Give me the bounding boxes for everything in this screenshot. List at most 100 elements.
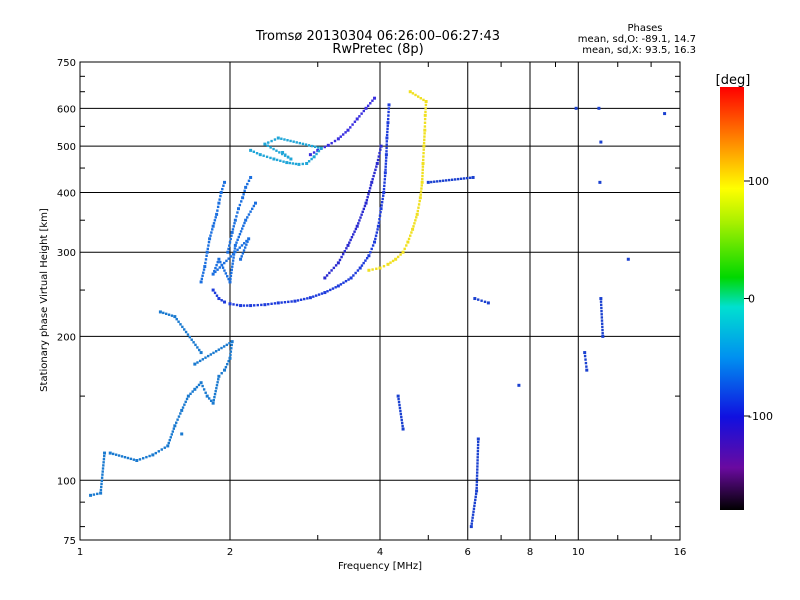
data-point: [362, 207, 366, 211]
data-point: [312, 295, 315, 298]
data-point: [421, 165, 425, 168]
data-point: [414, 219, 417, 222]
data-point: [249, 210, 252, 213]
data-point: [224, 272, 228, 275]
data-point: [475, 483, 478, 487]
data-point: [163, 446, 166, 449]
colorbar-label: [deg]: [716, 73, 751, 88]
data-point: [474, 498, 477, 502]
data-point: [380, 201, 384, 204]
data-point: [376, 158, 380, 162]
data-point: [200, 277, 204, 281]
data-point: [230, 234, 233, 237]
data-point: [380, 204, 383, 207]
data-point: [279, 159, 282, 162]
data-point: [416, 95, 420, 98]
data-point: [215, 294, 219, 297]
data-point: [330, 141, 333, 145]
data-point: [229, 353, 232, 357]
data-point: [231, 262, 234, 265]
data-point: [517, 383, 521, 387]
data-point: [350, 235, 354, 239]
data-point: [601, 334, 605, 338]
data-point: [205, 254, 208, 257]
data-point: [584, 358, 587, 361]
data-point: [280, 301, 283, 304]
data-point: [385, 146, 388, 150]
data-point: [422, 144, 426, 148]
data-point: [385, 136, 389, 140]
data-point: [307, 144, 311, 147]
data-point: [179, 412, 182, 415]
data-point: [331, 287, 335, 290]
data-point: [401, 427, 405, 431]
data-point: [230, 340, 234, 344]
data-point: [214, 390, 217, 393]
data-point: [424, 110, 427, 114]
data-point: [477, 440, 480, 444]
data-point: [306, 297, 309, 300]
data-point: [184, 400, 187, 404]
data-point: [433, 180, 436, 183]
data-point: [384, 165, 387, 168]
data-point: [339, 283, 343, 286]
data-point: [211, 288, 215, 292]
data-point: [191, 390, 194, 393]
data-point: [420, 184, 423, 187]
data-point: [357, 222, 360, 225]
data-point: [474, 495, 477, 499]
data-point: [222, 184, 225, 187]
colorbar-tick-label: -100: [748, 410, 773, 423]
data-point: [376, 224, 380, 228]
data-point: [229, 277, 232, 281]
data-point: [354, 271, 357, 275]
data-point: [476, 468, 479, 471]
data-point: [220, 299, 223, 302]
data-point: [600, 309, 603, 313]
data-point: [232, 256, 235, 259]
data-point: [185, 397, 189, 401]
data-point: [345, 247, 348, 250]
data-point: [471, 175, 475, 179]
data-point: [585, 368, 589, 372]
data-point: [226, 362, 229, 366]
data-point: [262, 154, 265, 157]
data-point: [599, 303, 603, 307]
data-point: [459, 177, 463, 180]
data-point: [475, 477, 479, 480]
data-point: [180, 408, 184, 412]
phase-info-o: mean, sd,O: -89.1, 14.7: [578, 34, 696, 45]
data-point: [347, 278, 350, 281]
data-point: [382, 187, 386, 191]
data-point: [235, 303, 239, 307]
data-point: [351, 123, 354, 126]
data-point: [213, 291, 217, 295]
data-point: [228, 280, 232, 284]
data-point: [249, 175, 253, 179]
data-point: [407, 237, 411, 241]
data-point: [476, 456, 479, 459]
data-point: [242, 304, 246, 307]
data-point: [252, 304, 256, 307]
data-point: [238, 246, 241, 249]
data-point: [369, 102, 372, 105]
data-point: [148, 454, 151, 458]
data-point: [359, 216, 362, 219]
data-point: [473, 504, 476, 507]
data-point: [211, 272, 215, 276]
data-point: [341, 133, 345, 136]
data-point: [382, 190, 386, 194]
data-point: [230, 271, 233, 274]
data-point: [319, 146, 323, 150]
data-point: [170, 433, 173, 436]
data-point: [245, 239, 248, 243]
data-point: [231, 259, 235, 262]
data-point: [238, 233, 242, 236]
data-point: [204, 258, 208, 261]
data-point: [275, 149, 278, 152]
data-point: [391, 259, 395, 263]
data-point: [421, 161, 425, 165]
data-point: [378, 151, 381, 155]
data-point: [237, 235, 240, 239]
data-point: [583, 351, 587, 355]
